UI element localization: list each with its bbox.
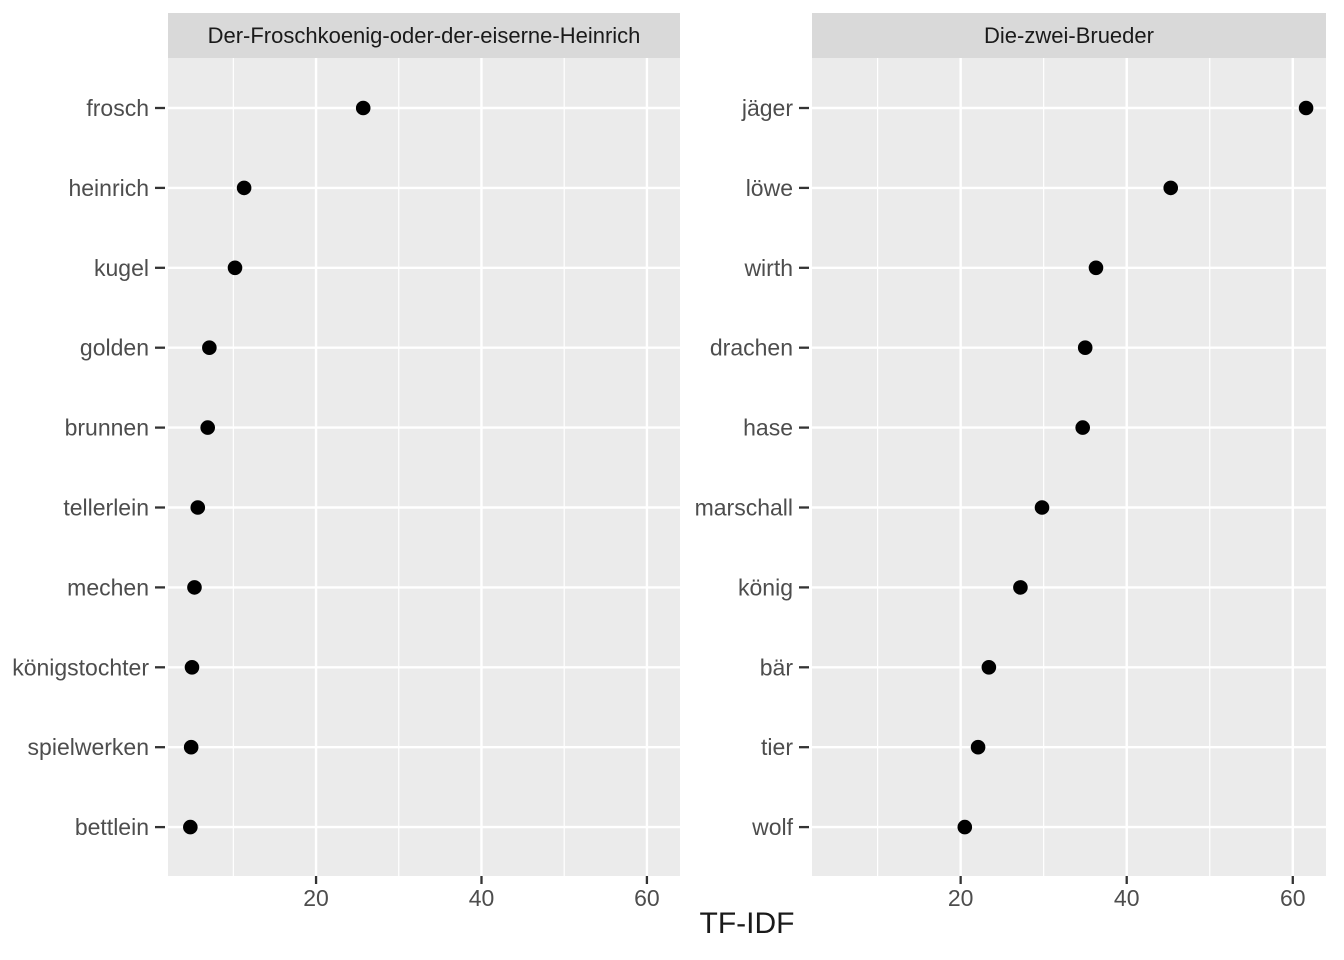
y-axis-label: tellerlein	[63, 495, 149, 521]
data-point	[183, 739, 199, 755]
panel-background	[812, 58, 1326, 876]
x-axis-title: TF-IDF	[699, 907, 795, 940]
data-point	[1034, 500, 1050, 515]
data-point	[202, 340, 217, 356]
y-axis-label: brunnen	[65, 415, 149, 441]
data-point	[190, 500, 206, 515]
x-tick-label: 20	[303, 885, 329, 911]
data-point	[1013, 580, 1028, 595]
y-axis-label: wolf	[751, 814, 794, 840]
y-axis-label: frosch	[86, 95, 149, 121]
x-tick-label: 60	[634, 885, 660, 911]
y-axis-label: golden	[80, 335, 149, 361]
data-point	[970, 739, 986, 755]
data-point	[981, 660, 997, 675]
y-axis-label: tier	[761, 734, 793, 760]
y-axis-label: bettlein	[75, 814, 149, 840]
data-point	[1077, 340, 1093, 356]
y-axis-label: wirth	[743, 255, 793, 281]
data-point	[200, 420, 216, 435]
y-axis-label: löwe	[746, 175, 793, 201]
data-point	[187, 580, 202, 595]
y-axis-label: spielwerken	[28, 734, 149, 760]
x-tick-label: 40	[469, 885, 495, 911]
data-point	[355, 100, 371, 116]
data-point	[184, 660, 200, 675]
x-tick-label: 20	[948, 885, 974, 911]
x-tick-label: 60	[1280, 885, 1306, 911]
data-point	[1163, 180, 1179, 196]
data-point	[957, 819, 973, 835]
facet-strip-froschkoenig: Der-Froschkoenig-oder-der-eiserne-Heinri…	[168, 13, 680, 58]
facet-title-zwei-brueder: Die-zwei-Brueder	[984, 22, 1154, 48]
data-point	[236, 180, 252, 196]
data-point	[1088, 260, 1104, 276]
y-axis-label: marschall	[695, 495, 793, 521]
y-axis-label: bär	[760, 654, 794, 680]
panel-background	[168, 58, 680, 876]
y-axis-label: mechen	[67, 574, 149, 600]
y-axis-label: hase	[743, 415, 793, 441]
y-axis-label: drachen	[710, 335, 793, 361]
data-point	[227, 260, 243, 276]
facet-strip-zwei-brueder: Die-zwei-Brueder	[812, 13, 1326, 58]
y-axis-label: kugel	[94, 255, 149, 281]
y-axis-label: könig	[738, 574, 793, 600]
data-point	[1075, 420, 1091, 435]
facet-title-froschkoenig: Der-Froschkoenig-oder-der-eiserne-Heinri…	[207, 22, 641, 48]
y-axis-label: heinrich	[68, 175, 149, 201]
x-tick-label: 40	[1114, 885, 1140, 911]
y-axis-label: königstochter	[12, 654, 149, 680]
data-point	[183, 819, 198, 835]
y-axis-label: jäger	[741, 95, 793, 121]
data-point	[1298, 100, 1314, 116]
